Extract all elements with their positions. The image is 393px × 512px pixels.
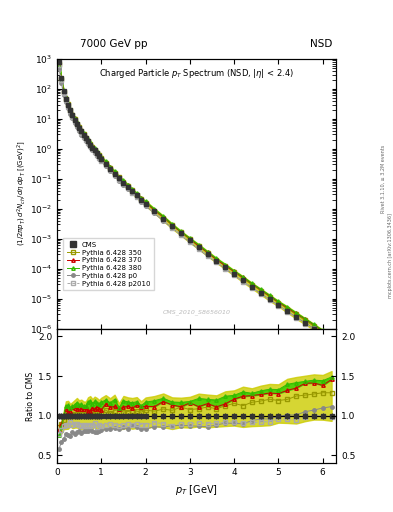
Text: Rivet 3.1.10, ≥ 3.2M events: Rivet 3.1.10, ≥ 3.2M events	[381, 145, 386, 214]
Y-axis label: Ratio to CMS: Ratio to CMS	[26, 371, 35, 420]
Text: CMS_2010_S8656010: CMS_2010_S8656010	[162, 309, 231, 315]
X-axis label: $p_{T}$ [GeV]: $p_{T}$ [GeV]	[175, 483, 218, 497]
Y-axis label: $(1/2\pi p_{T})\,d^{2}N_{ch}/d\eta\,dp_{T}\;[(\mathrm{GeV})^{2}]$: $(1/2\pi p_{T})\,d^{2}N_{ch}/d\eta\,dp_{…	[15, 141, 28, 246]
Text: mcplots.cern.ch [arXiv:1306.3436]: mcplots.cern.ch [arXiv:1306.3436]	[388, 214, 393, 298]
Text: Charged Particle $p_{T}$ Spectrum (NSD, $|\eta|$ < 2.4): Charged Particle $p_{T}$ Spectrum (NSD, …	[99, 67, 294, 80]
Text: NSD: NSD	[310, 38, 332, 49]
Text: 7000 GeV pp: 7000 GeV pp	[80, 38, 148, 49]
Legend: CMS, Pythia 6.428 350, Pythia 6.428 370, Pythia 6.428 380, Pythia 6.428 p0, Pyth: CMS, Pythia 6.428 350, Pythia 6.428 370,…	[63, 239, 154, 290]
